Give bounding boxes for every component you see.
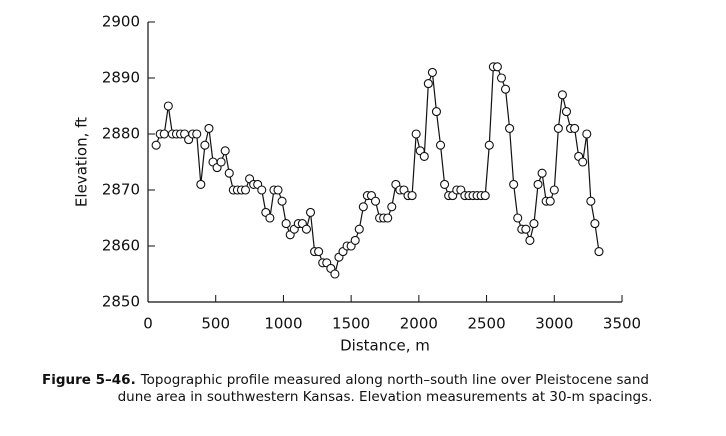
marker (480, 191, 490, 201)
marker (281, 219, 291, 229)
x-tick-label: 500 (201, 315, 230, 333)
caption-line: dune area in southwestern Kansas. Elevat… (118, 389, 653, 405)
marker (570, 123, 580, 133)
marker (330, 269, 340, 279)
marker (492, 62, 502, 72)
marker (350, 235, 360, 245)
marker (590, 219, 600, 229)
marker (537, 168, 547, 178)
marker (277, 196, 287, 206)
marker (301, 224, 312, 234)
marker (240, 185, 251, 195)
marker (500, 84, 511, 94)
marker (358, 202, 368, 212)
marker (151, 140, 161, 150)
marker (159, 129, 169, 139)
x-tick-label: 2000 (400, 315, 438, 333)
marker (192, 129, 202, 139)
marker (354, 224, 364, 234)
marker (582, 129, 592, 139)
marker (370, 196, 381, 206)
marker (586, 196, 596, 206)
marker (521, 224, 531, 234)
y-tick-label: 2890 (102, 69, 140, 87)
y-tick-label: 2860 (102, 237, 140, 255)
marker (220, 146, 230, 156)
marker (387, 202, 397, 212)
marker (224, 168, 234, 178)
marker (200, 140, 210, 150)
marker (423, 79, 433, 89)
marker (419, 151, 429, 161)
marker (529, 219, 539, 229)
marker (431, 107, 442, 117)
marker (561, 107, 572, 117)
marker (509, 179, 519, 189)
x-tick-label: 0 (143, 315, 153, 333)
marker (305, 207, 316, 217)
marker (513, 213, 523, 223)
marker (533, 179, 543, 189)
marker (314, 247, 324, 257)
marker (265, 213, 275, 223)
marker (163, 101, 173, 111)
marker (257, 185, 267, 195)
y-tick-label: 2850 (102, 293, 140, 311)
y-tick-label: 2900 (102, 13, 140, 31)
x-tick-label: 2500 (467, 315, 505, 333)
caption-line: Figure 5–46. Topographic profile measured… (42, 372, 649, 388)
x-tick-label: 3000 (535, 315, 573, 333)
marker (427, 67, 437, 77)
marker (496, 73, 507, 83)
marker (407, 191, 417, 201)
marker (204, 123, 214, 133)
marker (594, 247, 604, 257)
marker (525, 235, 535, 245)
marker (505, 123, 515, 133)
y-axis-label: Elevation, ft (73, 117, 91, 207)
marker (549, 185, 559, 195)
marker (273, 185, 283, 195)
marker (196, 179, 206, 189)
x-tick-label: 1500 (332, 315, 370, 333)
x-axis-label: Distance, m (340, 337, 430, 355)
marker (557, 90, 567, 100)
caption-label: Figure 5–46. (42, 372, 136, 388)
marker (216, 157, 226, 167)
marker (484, 140, 494, 150)
marker (553, 123, 563, 133)
y-tick-label: 2880 (102, 125, 140, 143)
marker (545, 196, 555, 206)
marker (435, 140, 446, 150)
marker (440, 179, 450, 189)
marker (411, 129, 421, 139)
x-tick-label: 3500 (603, 315, 641, 333)
x-tick-label: 1000 (264, 315, 302, 333)
caption-text: Topographic profile measured along north… (140, 372, 649, 388)
y-tick-label: 2870 (102, 181, 140, 199)
marker (383, 213, 393, 223)
marker (578, 157, 588, 167)
